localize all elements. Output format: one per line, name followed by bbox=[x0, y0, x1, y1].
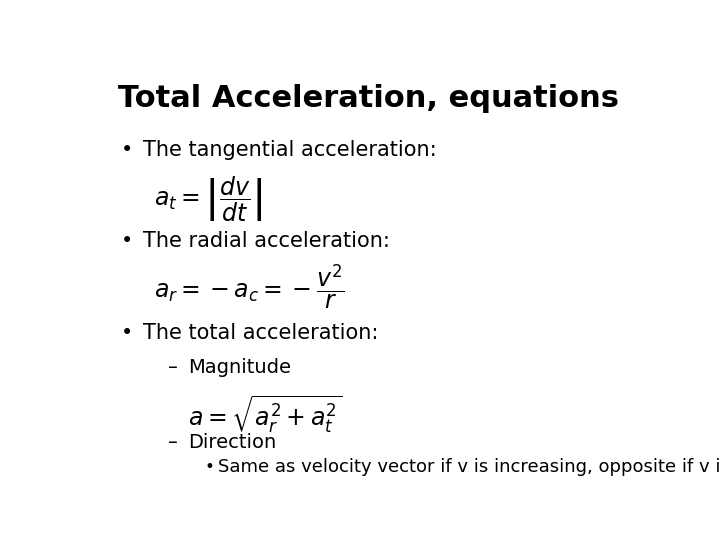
Text: Same as velocity vector if v is increasing, opposite if v is decreasing: Same as velocity vector if v is increasi… bbox=[218, 458, 720, 476]
Text: Direction: Direction bbox=[188, 433, 276, 452]
Text: Magnitude: Magnitude bbox=[188, 358, 291, 377]
Text: •: • bbox=[121, 231, 133, 251]
Text: –: – bbox=[168, 433, 178, 452]
Text: –: – bbox=[168, 358, 178, 377]
Text: •: • bbox=[121, 322, 133, 342]
Text: $a_r = -a_c = -\dfrac{v^2}{r}$: $a_r = -a_c = -\dfrac{v^2}{r}$ bbox=[154, 262, 345, 311]
Text: •: • bbox=[204, 458, 215, 476]
Text: The tangential acceleration:: The tangential acceleration: bbox=[143, 140, 436, 160]
Text: The radial acceleration:: The radial acceleration: bbox=[143, 231, 390, 251]
Text: •: • bbox=[121, 140, 133, 160]
Text: $a = \sqrt{a_r^2 + a_t^2}$: $a = \sqrt{a_r^2 + a_t^2}$ bbox=[188, 393, 342, 436]
Text: Total Acceleration, equations: Total Acceleration, equations bbox=[119, 84, 619, 112]
Text: The total acceleration:: The total acceleration: bbox=[143, 322, 379, 342]
Text: $a_t = \left|\dfrac{dv}{dt}\right|$: $a_t = \left|\dfrac{dv}{dt}\right|$ bbox=[154, 175, 262, 224]
